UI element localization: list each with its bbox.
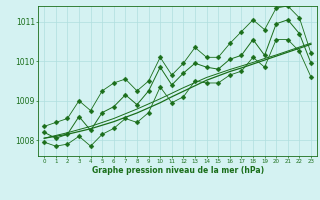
X-axis label: Graphe pression niveau de la mer (hPa): Graphe pression niveau de la mer (hPa) [92, 166, 264, 175]
